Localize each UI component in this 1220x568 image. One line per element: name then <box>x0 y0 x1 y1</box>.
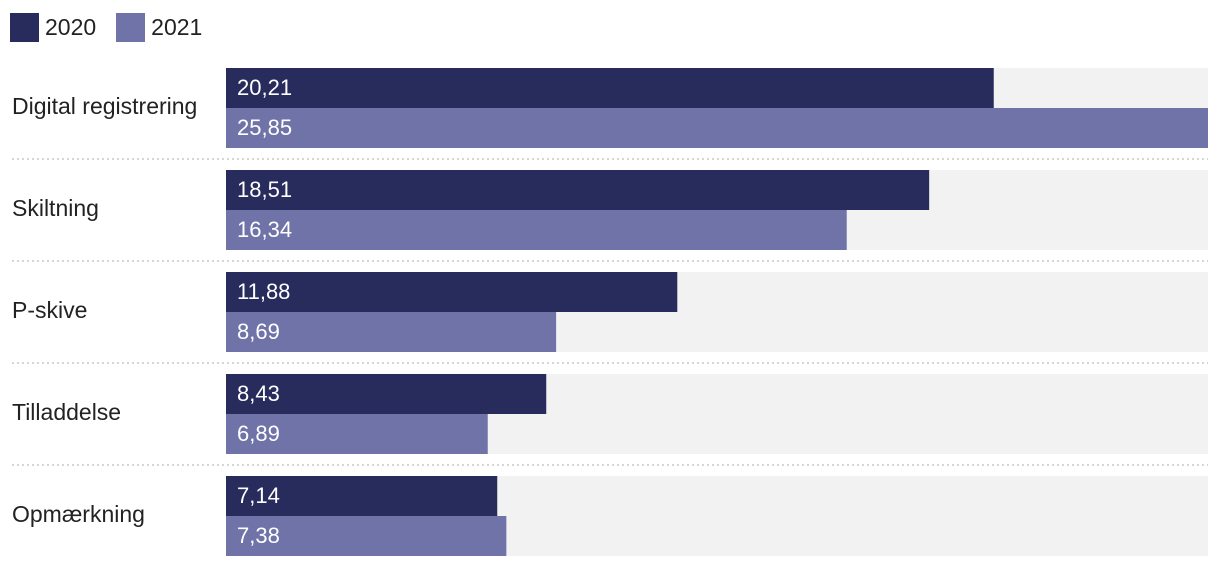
bar-2020-p-skive <box>226 272 678 312</box>
bar-label-2020-p-skive: 11,88 <box>237 279 290 304</box>
bar-2021-opmærkning <box>226 516 507 556</box>
bar-2021-tilladdelse <box>226 414 488 454</box>
category-label-tilladdelse: Tilladdelse <box>12 399 121 425</box>
category-label-digital-registrering: Digital registrering <box>12 93 197 119</box>
bar-label-2021-skiltning: 16,34 <box>237 217 292 242</box>
bar-2021-p-skive <box>226 312 557 352</box>
bar-label-2021-digital-registrering: 25,85 <box>237 115 292 140</box>
legend-item-2020: 2020 <box>10 12 97 42</box>
bar-label-2020-skiltning: 18,51 <box>237 177 292 202</box>
bar-label-2020-digital-registrering: 20,21 <box>237 75 292 100</box>
bar-2021-digital-registrering <box>226 108 1208 148</box>
bar-2021-skiltning <box>226 210 847 250</box>
bar-label-2021-opmærkning: 7,38 <box>237 523 280 548</box>
bar-2020-skiltning <box>226 170 930 210</box>
bar-2020-tilladdelse <box>226 374 547 414</box>
category-label-opmærkning: Opmærkning <box>12 501 145 527</box>
bar-2020-digital-registrering <box>226 68 994 108</box>
legend-swatch-2021 <box>116 12 146 42</box>
category-label-skiltning: Skiltning <box>12 195 99 221</box>
legend-label-2020: 2020 <box>45 13 97 40</box>
bar-label-2020-opmærkning: 7,14 <box>237 483 280 508</box>
bar-label-2021-p-skive: 8,69 <box>237 319 280 344</box>
bar-2020-opmærkning <box>226 476 498 516</box>
category-label-p-skive: P-skive <box>12 297 87 323</box>
legend: 2020 2021 <box>10 12 222 42</box>
legend-swatch-2020 <box>10 12 39 42</box>
bar-label-2021-tilladdelse: 6,89 <box>237 421 280 446</box>
bar-label-2020-tilladdelse: 8,43 <box>237 381 280 406</box>
legend-item-2021: 2021 <box>116 12 203 42</box>
legend-label-2021: 2021 <box>151 13 203 40</box>
